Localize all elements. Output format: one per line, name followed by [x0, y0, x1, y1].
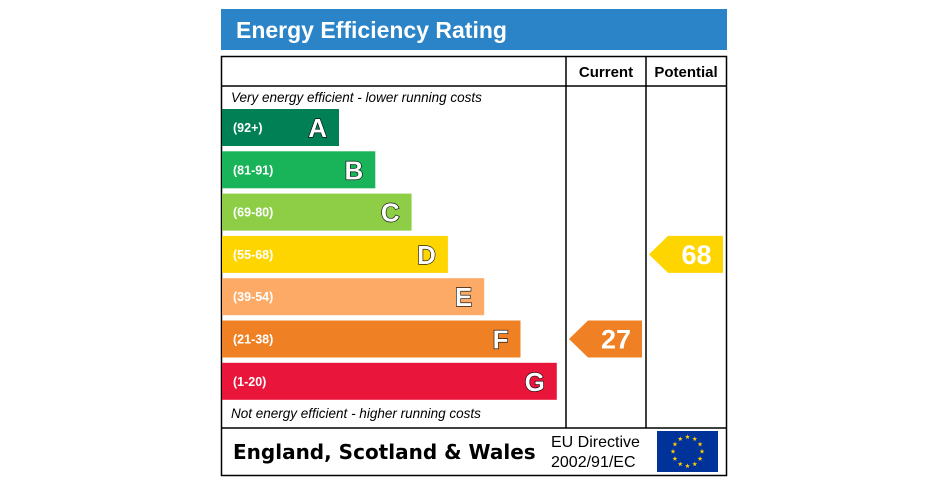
band-letter-d: D: [417, 240, 436, 270]
band-range-f: (21-38): [233, 333, 273, 347]
band-letter-f: F: [493, 325, 509, 355]
band-range-d: (55-68): [233, 248, 273, 262]
band-e: (39-54) E: [222, 278, 485, 316]
band-range-c: (69-80): [233, 206, 273, 220]
band-bar-d: [222, 235, 448, 273]
eu-star-icon: [685, 434, 690, 440]
band-d: (55-68) D: [222, 235, 448, 273]
band-range-b: (81-91): [233, 163, 273, 177]
eu-flag-icon: [657, 431, 718, 472]
potential-rating-arrow: [649, 235, 723, 273]
band-g: (1-20) G: [222, 362, 557, 400]
eu-star-icon: [677, 436, 683, 442]
potential-rating: 68: [649, 235, 723, 273]
eu-star-icon: [697, 456, 703, 461]
band-bar-e: [222, 278, 485, 316]
potential-rating-value: 68: [681, 240, 711, 270]
band-bar-f: [222, 320, 521, 358]
band-a: (92+) A: [222, 109, 339, 146]
eu-star-icon: [672, 441, 678, 447]
top-note: Very energy efficient - lower running co…: [231, 90, 482, 105]
band-letter-e: E: [455, 282, 472, 312]
chart-title: Energy Efficiency Rating: [236, 17, 507, 43]
footer-directive-line1: EU Directive: [551, 434, 640, 451]
eu-star-icon: [685, 463, 690, 469]
current-rating-value: 27: [601, 325, 631, 355]
band-letter-b: B: [345, 155, 364, 185]
bottom-note: Not energy efficient - higher running co…: [231, 406, 481, 421]
eu-star-icon: [670, 448, 676, 454]
band-range-g: (1-20): [233, 375, 266, 389]
eu-star-icon: [672, 456, 678, 461]
rating-indicators: 27 68: [569, 235, 723, 358]
title-bar: [221, 9, 727, 50]
band-letter-a: A: [308, 113, 327, 143]
rating-bands: (92+) A (81-91) B (69-80) C (55-68) D (39-54) E (2…: [222, 109, 557, 400]
band-letter-c: C: [381, 198, 400, 228]
band-f: (21-38) F: [222, 320, 521, 358]
band-bar-b: [222, 151, 376, 189]
band-bar-c: [222, 193, 412, 231]
footer-directive-line2: 2002/91/EC: [551, 454, 636, 471]
potential-column-header: Potential: [654, 64, 717, 81]
current-rating: 27: [569, 320, 642, 358]
current-rating-arrow: [569, 320, 642, 358]
band-range-e: (39-54): [233, 290, 273, 304]
chart-frame: [220, 55, 728, 477]
eu-star-icon: [697, 441, 703, 447]
eu-star-icon: [692, 461, 698, 467]
band-c: (69-80) C: [222, 193, 412, 231]
band-b: (81-91) B: [222, 151, 376, 189]
eu-star-icon: [692, 436, 698, 442]
current-column-header: Current: [579, 64, 633, 81]
band-bar-g: [222, 362, 557, 400]
band-bar-a: [222, 109, 339, 146]
eu-star-icon: [677, 461, 683, 467]
band-letter-g: G: [525, 367, 545, 397]
band-range-a: (92+): [233, 121, 263, 135]
footer-region: England, Scotland & Wales: [233, 440, 536, 464]
eu-star-icon: [699, 448, 705, 454]
